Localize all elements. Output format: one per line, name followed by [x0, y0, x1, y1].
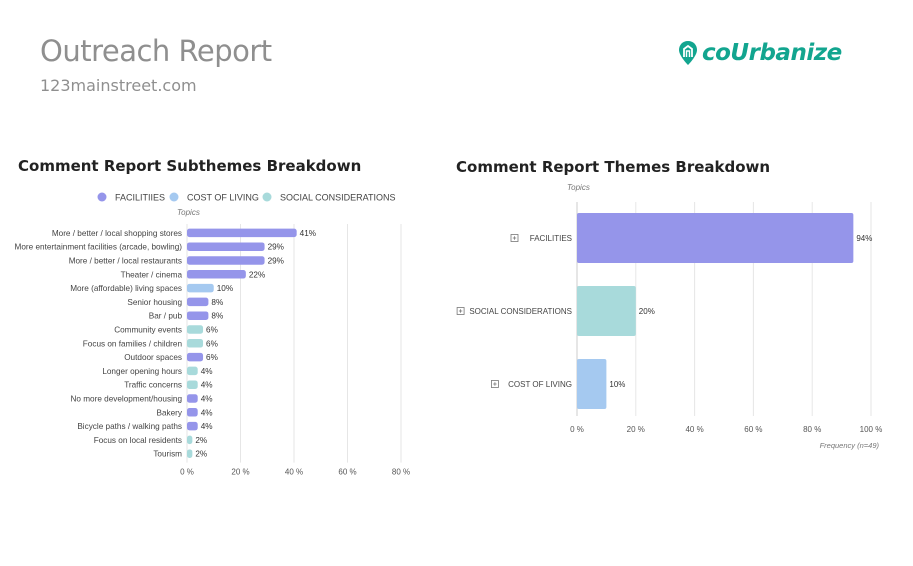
- category-label: COST OF LIVING: [508, 380, 572, 389]
- category-label: Community events: [114, 326, 182, 335]
- data-label: 6%: [206, 326, 218, 335]
- data-label: 29%: [268, 243, 284, 252]
- legend-label: SOCIAL CONSIDERATIONS: [280, 193, 396, 203]
- legend-swatch: [169, 192, 179, 202]
- expand-icon: [491, 380, 499, 388]
- bar: [187, 380, 198, 389]
- bar: [187, 297, 209, 307]
- data-label: 29%: [268, 257, 284, 266]
- subthemes-chart-title: Comment Report Subthemes Breakdown: [18, 157, 362, 175]
- category-label: Focus on local residents: [94, 436, 182, 445]
- data-label: 2%: [195, 450, 207, 459]
- category-label: Bar / pub: [149, 312, 183, 321]
- data-label: 20%: [639, 307, 655, 316]
- category-label: FACILITIES: [530, 234, 572, 243]
- bar: [187, 256, 265, 265]
- legend-swatch: [262, 192, 272, 202]
- category-label: No more development/housing: [70, 395, 182, 404]
- category-label: Bakery: [157, 408, 183, 417]
- category-label: More / better / local shopping stores: [52, 229, 182, 238]
- bar: [187, 394, 198, 403]
- bar: [187, 270, 246, 279]
- logo-icon: [679, 41, 697, 65]
- bar: [187, 449, 193, 458]
- bar: [577, 286, 636, 336]
- category-label: Tourism: [153, 450, 182, 459]
- bar: [187, 352, 204, 362]
- bar: [187, 339, 204, 348]
- y-axis-label: Topics: [177, 208, 200, 217]
- bar: [187, 325, 204, 334]
- category-label: Focus on families / children: [83, 339, 183, 348]
- bar: [187, 283, 214, 293]
- x-tick-label: 80 %: [392, 468, 410, 477]
- courbanize-logo: coUrbanize: [678, 38, 842, 68]
- data-label: 8%: [211, 312, 223, 321]
- x-tick-label: 20 %: [627, 425, 645, 434]
- category-label: Theater / cinema: [121, 270, 183, 279]
- category-label: Outdoor spaces: [124, 353, 182, 362]
- legend-label: FACILITIIES: [115, 193, 165, 203]
- category-label: More (affordable) living spaces: [70, 284, 182, 293]
- logo-text: coUrbanize: [702, 40, 842, 66]
- bar: [187, 435, 193, 445]
- category-label: Bicycle paths / walking paths: [77, 422, 182, 431]
- x-tick-label: 80 %: [803, 425, 821, 434]
- x-tick-label: 60 %: [744, 425, 762, 434]
- themes-chart-title: Comment Report Themes Breakdown: [456, 158, 771, 176]
- bar: [187, 366, 198, 376]
- report-title: Outreach Report: [40, 34, 272, 68]
- data-label: 10%: [609, 380, 625, 389]
- category-label: Senior housing: [127, 298, 182, 307]
- expand-icon: [510, 234, 519, 242]
- category-label: More / better / local restaurants: [69, 257, 182, 266]
- expand-icon: [456, 307, 465, 315]
- themes-chart: Topics 0 % 20 % 40 % 60 % 80 % 100 % Frequency …: [456, 183, 883, 450]
- data-label: 6%: [206, 339, 218, 348]
- data-label: 4%: [201, 408, 213, 417]
- y-axis-label: Topics: [567, 183, 590, 192]
- x-tick-label: 40 %: [285, 468, 303, 477]
- data-label: 4%: [201, 367, 213, 376]
- x-tick-label: 20 %: [231, 468, 249, 477]
- data-label: 22%: [249, 270, 265, 279]
- category-label: Longer opening hours: [102, 367, 182, 376]
- x-tick-label: 60 %: [338, 468, 356, 477]
- data-label: 94%: [856, 234, 872, 243]
- data-label: 4%: [201, 381, 213, 390]
- legend-swatch: [97, 192, 107, 202]
- bar: [187, 421, 198, 431]
- data-label: 2%: [195, 436, 207, 445]
- subthemes-chart: FACILITIIES COST OF LIVING SOCIAL CONSIDER…: [15, 192, 410, 477]
- category-label: SOCIAL CONSIDERATIONS: [469, 307, 572, 316]
- data-label: 4%: [201, 395, 213, 404]
- x-tick-label: 0 %: [180, 468, 194, 477]
- bar: [187, 311, 209, 320]
- legend-label: COST OF LIVING: [187, 193, 259, 203]
- bar: [577, 213, 854, 263]
- x-tick-label: 100 %: [860, 425, 883, 434]
- category-label: More entertainment facilities (arcade, b…: [15, 243, 183, 252]
- data-label: 41%: [300, 229, 316, 238]
- x-tick-label: 0 %: [570, 425, 584, 434]
- category-label: Traffic concerns: [124, 381, 182, 390]
- bar: [187, 242, 265, 251]
- data-label: 8%: [211, 298, 223, 307]
- data-label: 4%: [201, 422, 213, 431]
- report-url: 123mainstreet.com: [40, 76, 197, 95]
- bar: [187, 228, 297, 238]
- bar: [187, 408, 198, 417]
- bar: [577, 359, 607, 409]
- data-label: 6%: [206, 353, 218, 362]
- x-tick-label: 40 %: [685, 425, 703, 434]
- x-axis-label: Frequency (n=49): [820, 441, 880, 450]
- data-label: 10%: [217, 284, 233, 293]
